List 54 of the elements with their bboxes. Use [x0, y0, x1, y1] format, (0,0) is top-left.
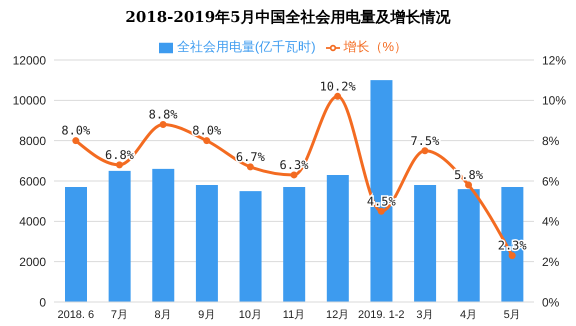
y2-tick-label: 2% — [542, 254, 560, 269]
bar — [326, 174, 349, 302]
bar — [240, 191, 262, 302]
point — [290, 171, 298, 178]
point — [246, 163, 254, 170]
y-tick-label: 10000 — [12, 94, 46, 108]
legend-label: 增长（%） — [344, 39, 408, 54]
x-tick-label: 4月 — [460, 308, 478, 321]
x-tick-label: 5月 — [504, 308, 521, 321]
point — [378, 208, 385, 215]
bar — [196, 185, 218, 302]
x-tick-label: 2019. 1-2 — [358, 308, 405, 321]
x-tick-label: 8月 — [154, 308, 172, 321]
y-tick-label: 12000 — [12, 53, 46, 68]
data-label: 10.2% — [320, 79, 356, 94]
data-label: 7.5% — [410, 134, 440, 148]
point — [160, 121, 167, 128]
x-tick-label: 9月 — [198, 308, 216, 321]
point — [508, 252, 516, 260]
x-tick-label: 11月 — [282, 308, 306, 321]
point — [116, 161, 123, 168]
data-label: 8.0% — [61, 124, 92, 138]
data-label: 8.8% — [148, 108, 178, 122]
x-tick-label: 3月 — [416, 308, 434, 321]
x-tick-label: 7月 — [110, 308, 128, 321]
bar — [108, 170, 131, 302]
legend-label: 全社会用电量(亿千瓦时) — [176, 39, 316, 54]
y-tick-label: 4000 — [19, 214, 46, 229]
y-tick-label: 2000 — [19, 254, 46, 269]
bar — [283, 187, 306, 302]
y-tick-label: 8000 — [19, 134, 46, 148]
y2-tick-label: 10% — [542, 94, 566, 108]
y2-tick-label: 4% — [542, 214, 560, 229]
y2-tick-label: 6% — [542, 174, 560, 188]
x-tick-label: 12月 — [326, 308, 350, 321]
data-label: 6.7% — [236, 150, 266, 164]
point — [334, 92, 342, 100]
bar — [458, 189, 480, 302]
point — [465, 182, 472, 189]
point — [72, 137, 80, 144]
x-tick-label: 10月 — [238, 308, 262, 321]
bar — [65, 187, 87, 302]
point — [421, 147, 428, 154]
bar — [152, 168, 174, 302]
y2-tick-label: 8% — [542, 134, 560, 148]
point — [203, 137, 210, 144]
bar — [414, 185, 436, 302]
y2-tick-label: 0% — [542, 295, 560, 310]
y2-tick-label: 12% — [542, 53, 566, 68]
x-tick-label: 2018. 6 — [57, 308, 94, 321]
y-tick-label: 6000 — [19, 174, 46, 188]
data-label: 8.0% — [192, 124, 222, 138]
chart-title: 2018-2019年5月中国全社会用电量及增长情况 — [124, 7, 452, 28]
y-tick-label: 0 — [39, 295, 46, 310]
